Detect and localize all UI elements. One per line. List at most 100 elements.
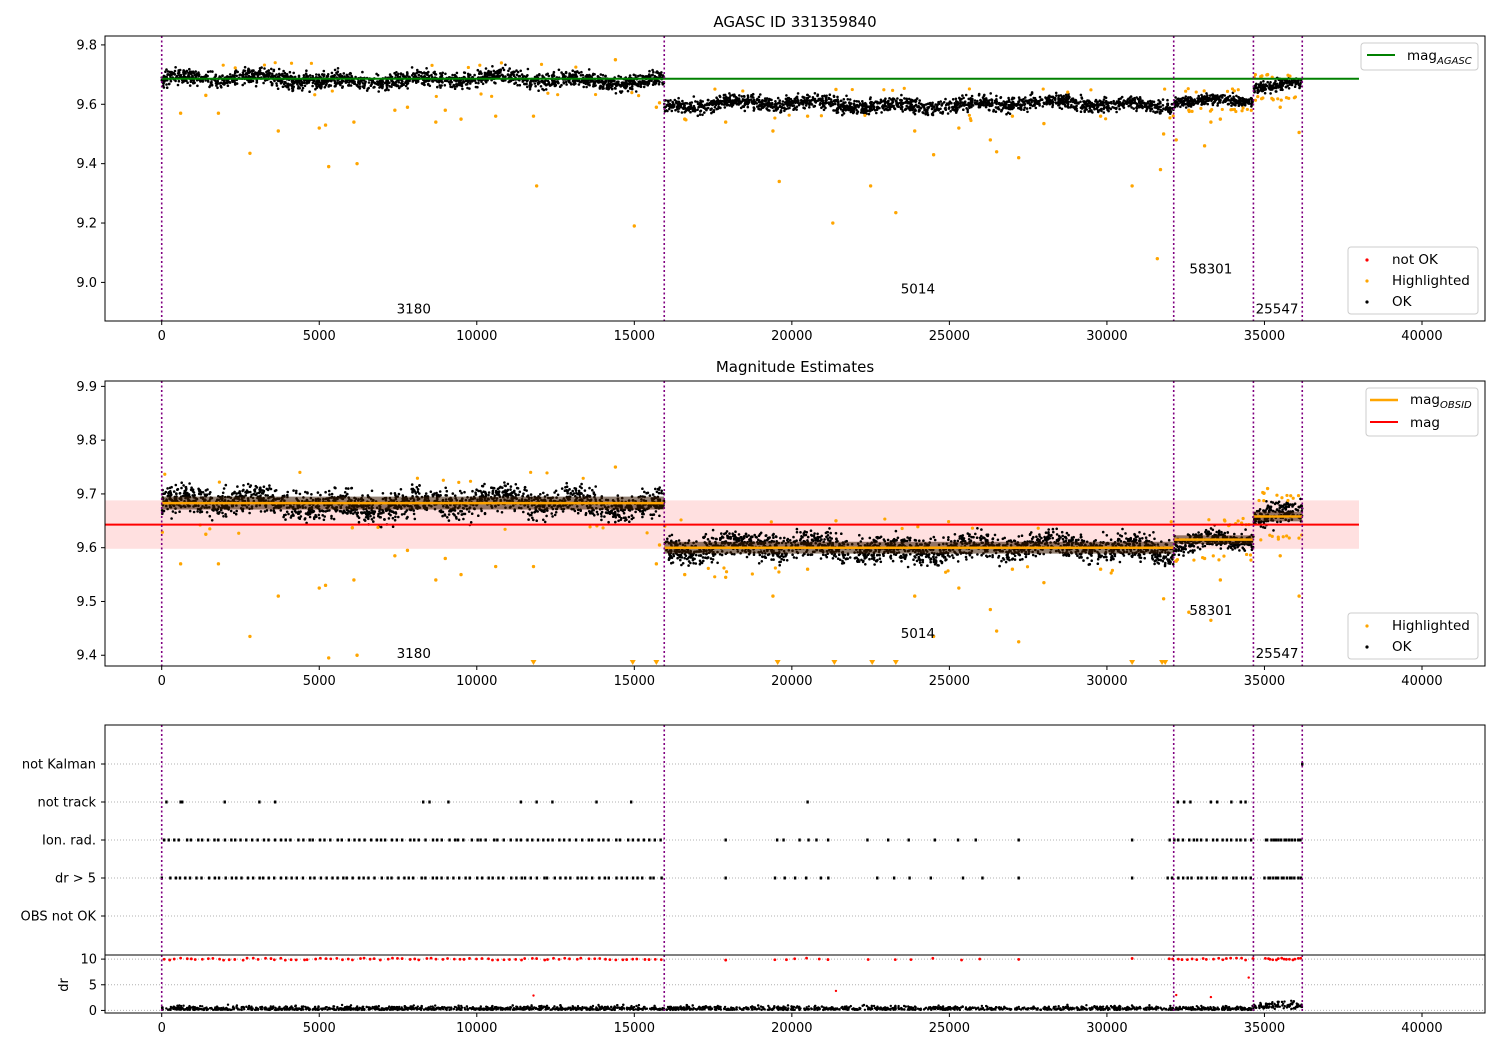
agasc-ok-point [209,70,212,73]
agasc-ok-point [434,73,438,76]
agasc-ok-point [1297,80,1300,83]
agasc-ok-point [328,79,332,82]
agasc-ok-point [182,71,185,74]
agasc-ok-point [375,72,378,76]
agasc-ok-point [713,105,717,109]
agasc-ok-point [1141,105,1144,109]
agasc-ok-point [276,75,280,79]
agasc-ok-point [1086,102,1089,106]
agasc-ok-point [290,87,294,90]
agasc-ok-point [484,79,487,83]
agasc-ok-point [1250,102,1253,106]
agasc-ok-point [377,83,380,87]
agasc-ok-point [871,103,875,106]
agasc-edge-point [1230,87,1235,91]
agasc-ok-point [397,81,401,84]
magnitude-ok-point [632,516,635,520]
agasc-ytick-label-3: 9.6 [76,98,97,113]
agasc-ok-point [684,110,687,113]
agasc-ytick-label-2: 9.4 [76,157,97,172]
agasc-ok-point [792,104,796,107]
agasc-ok-point [1057,94,1061,97]
agasc-ok-point [422,75,426,78]
agasc-ok-point [888,108,892,111]
agasc-ok-point [336,67,340,70]
agasc-ok-point [819,101,822,105]
magnitude-ok-point [542,491,545,495]
agasc-ok-point [782,106,786,109]
agasc-ok-point [1274,90,1278,93]
agasc-ok-point [620,81,624,85]
agasc-edge-point [1249,108,1253,112]
agasc-edge-point [262,63,267,67]
agasc-ok-point [846,105,849,108]
magnitude-ok-point [556,493,560,497]
agasc-ok-point [1149,99,1152,103]
agasc-ok-point [544,79,547,82]
agasc-ok-point [956,102,960,105]
agasc-ok-point [900,103,903,107]
agasc-ok-point [1100,109,1103,113]
legend-label-highlighted: Highlighted [1392,273,1470,289]
agasc-ok-point [808,106,811,109]
agasc-ok-point [453,87,457,90]
legend-marker-ok [1365,300,1369,304]
agasc-highlighted-point [352,120,356,124]
agasc-ok-point [474,81,478,85]
agasc-ok-point [710,100,713,103]
agasc-ok-point [1025,107,1029,110]
agasc-ok-point [846,98,850,101]
agasc-ok-point [756,97,759,101]
agasc-ok-point [308,74,312,77]
agasc-ok-point [1284,80,1288,83]
agasc-ok-point [765,98,768,102]
agasc-ok-point [716,99,719,102]
agasc-ok-point [608,82,612,86]
agasc-ok-point [1022,108,1026,111]
agasc-ok-point [675,100,678,103]
agasc-ok-point [614,92,618,95]
magnitude-ok-point [262,485,266,489]
magnitude-ok-point [286,490,290,494]
magnitude-ok-point [292,489,295,492]
agasc-ok-point [242,69,245,72]
agasc-ok-point [443,79,447,83]
agasc-ok-point [644,82,647,86]
agasc-ok-point [1096,100,1099,104]
agasc-ok-point [977,92,981,96]
agasc-ok-point [263,67,266,70]
agasc-ok-point [723,106,727,109]
magnitude-ok-point [330,517,333,520]
agasc-ok-point [1105,106,1108,109]
agasc-ok-point [1257,84,1261,87]
magnitude-ok-point [457,518,461,522]
agasc-ok-point [1203,95,1206,98]
agasc-ok-point [909,98,913,102]
agasc-ok-point [353,80,356,83]
agasc-ok-point [1235,94,1238,98]
agasc-ok-point [1059,97,1063,101]
agasc-ok-point [602,83,606,86]
agasc-ok-point [518,74,522,78]
agasc-ok-point [326,73,330,76]
agasc-ok-point [386,80,390,84]
agasc-ok-point [1289,81,1293,84]
agasc-ok-point [1044,96,1047,99]
agasc-ok-point [507,74,511,77]
agasc-panel: AGASC ID 331359840 0 5000 10000 15000 20000 2… [76,13,1486,344]
agasc-ok-point [598,87,602,90]
agasc-ok-point [884,107,888,111]
agasc-ok-point [944,103,948,107]
agasc-edge-point [882,88,886,92]
agasc-edge-point [1240,109,1244,113]
agasc-ok-point [706,106,710,110]
agasc-ok-point [183,79,186,83]
agasc-ok-point [1267,86,1271,90]
agasc-ok-point [370,82,373,86]
agasc-ok-point [1177,99,1181,102]
agasc-ok-point [848,104,852,107]
agasc-ok-point [384,89,387,92]
agasc-ok-point [1065,95,1068,99]
agasc-ok-point [1218,101,1222,104]
agasc-ok-point [1080,106,1084,109]
